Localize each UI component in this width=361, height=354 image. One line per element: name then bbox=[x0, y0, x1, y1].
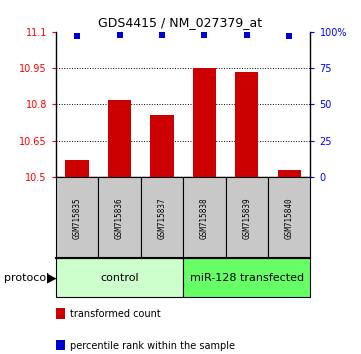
Text: ▶: ▶ bbox=[47, 272, 57, 284]
Bar bbox=[278, 170, 301, 177]
Point bbox=[286, 33, 292, 39]
Point bbox=[244, 32, 250, 38]
Bar bbox=[150, 115, 174, 177]
Point bbox=[201, 32, 207, 38]
Bar bbox=[268, 177, 310, 258]
Text: percentile rank within the sample: percentile rank within the sample bbox=[70, 341, 235, 351]
Bar bbox=[98, 177, 141, 258]
Text: GSM715835: GSM715835 bbox=[73, 197, 82, 239]
Bar bbox=[56, 258, 183, 297]
Bar bbox=[56, 177, 98, 258]
Text: control: control bbox=[100, 273, 139, 283]
Text: protocol: protocol bbox=[4, 273, 49, 283]
Text: GSM715839: GSM715839 bbox=[242, 197, 251, 239]
Point bbox=[74, 33, 80, 39]
Bar bbox=[141, 177, 183, 258]
Text: miR-128 transfected: miR-128 transfected bbox=[190, 273, 304, 283]
Text: GDS4415 / NM_027379_at: GDS4415 / NM_027379_at bbox=[99, 16, 262, 29]
Point bbox=[159, 32, 165, 38]
Bar bbox=[226, 177, 268, 258]
Text: transformed count: transformed count bbox=[70, 309, 161, 319]
Bar bbox=[108, 99, 131, 177]
Bar bbox=[65, 160, 89, 177]
Text: GSM715837: GSM715837 bbox=[157, 197, 166, 239]
Text: GSM715838: GSM715838 bbox=[200, 197, 209, 239]
Text: GSM715836: GSM715836 bbox=[115, 197, 124, 239]
Text: GSM715840: GSM715840 bbox=[285, 197, 294, 239]
Bar bbox=[193, 68, 216, 177]
Bar bbox=[235, 72, 258, 177]
Bar bbox=[183, 258, 310, 297]
Point bbox=[117, 32, 122, 38]
Bar bbox=[183, 177, 226, 258]
